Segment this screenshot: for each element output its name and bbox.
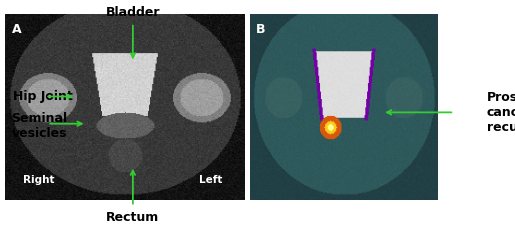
Text: Rectum: Rectum [106, 211, 160, 225]
Text: Prostate
cancer
recurrence: Prostate cancer recurrence [487, 91, 515, 134]
Text: B: B [255, 23, 265, 36]
Text: A: A [12, 23, 22, 36]
Text: Right: Right [23, 175, 55, 185]
Text: Seminal
vesicles: Seminal vesicles [11, 112, 67, 140]
Text: Left: Left [199, 175, 223, 185]
Text: Hip Joint: Hip Joint [13, 90, 73, 103]
Text: Bladder: Bladder [106, 6, 160, 19]
